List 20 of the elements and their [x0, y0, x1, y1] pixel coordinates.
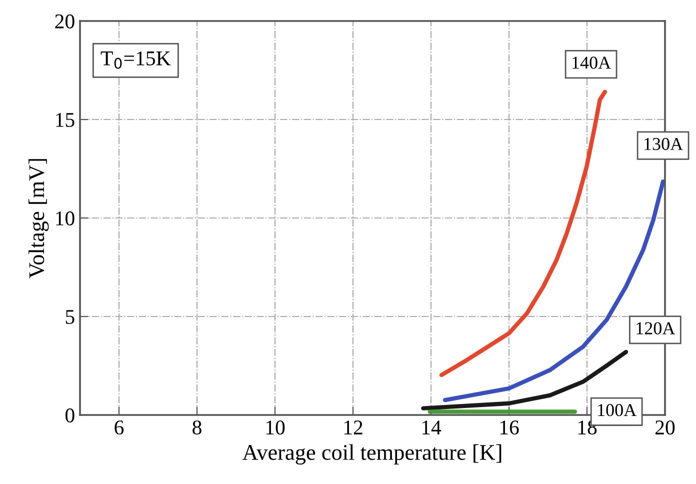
y-tick-label: 10 [56, 211, 74, 226]
y-tick-label: 20 [55, 14, 74, 28]
y-tick-label: 0 [66, 408, 74, 422]
y-tick-label: 5 [66, 310, 74, 324]
line-series [439, 90, 608, 378]
x-tick-label: 12 [344, 420, 362, 434]
x-tick-label: 20 [656, 420, 675, 435]
series-label: 100A [598, 404, 637, 416]
series-label: 120A [636, 322, 676, 334]
y-axis-title: Voltage [mV] [28, 159, 49, 278]
x-tick-label: 8 [192, 420, 202, 435]
series-label: 140A [572, 56, 611, 69]
x-tick-label: 14 [422, 420, 442, 434]
annotation: T$_{0}$=15K [100, 51, 171, 69]
x-tick-label: 10 [266, 420, 285, 435]
y-tick-label: 15 [56, 112, 74, 127]
x-tick-label: 6 [114, 420, 124, 435]
x-tick-label: 16 [500, 420, 519, 435]
x-axis-title: Average coil temperature [K] [242, 444, 502, 465]
text: 130A [644, 138, 683, 150]
